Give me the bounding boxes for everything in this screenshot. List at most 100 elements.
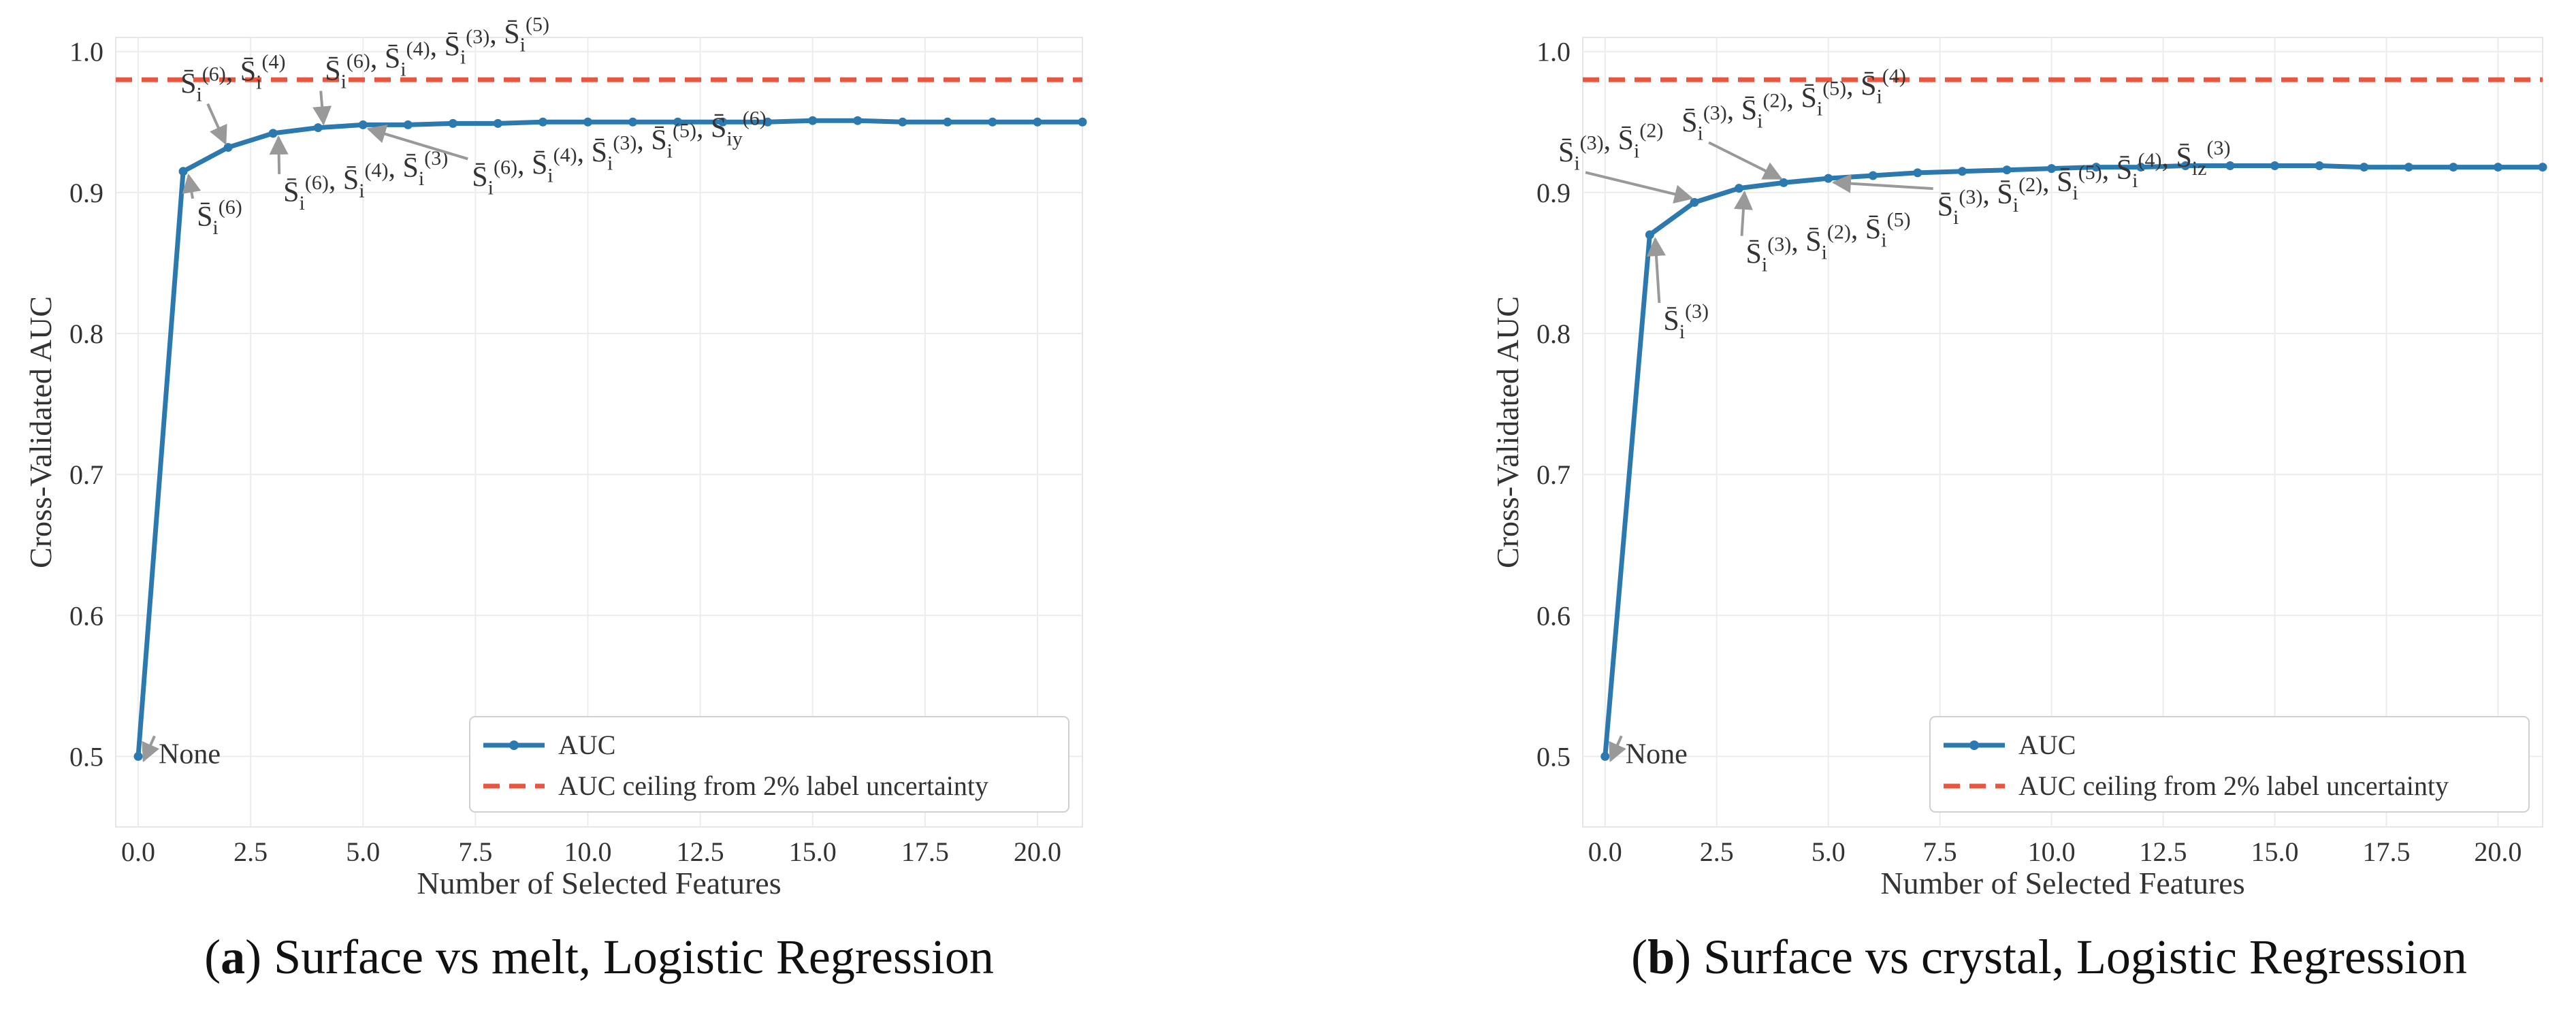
x-tick-label: 7.5 [458, 836, 492, 867]
legend-auc-marker [1969, 740, 1979, 750]
annotation-arrow [1585, 171, 1694, 203]
x-tick-label: 17.5 [901, 836, 949, 867]
x-tick-label: 12.5 [2140, 836, 2187, 867]
y-axis-label: Cross-Validated AUC [1490, 296, 1525, 568]
y-tick-label: 0.9 [1536, 178, 1571, 208]
annotation-arrow [1733, 190, 1753, 236]
annotation-label: None [1626, 738, 1688, 770]
auc-point [1779, 178, 1788, 187]
y-tick-label: 0.8 [69, 319, 103, 349]
auc-point [1824, 174, 1833, 183]
legend-box [469, 716, 1069, 813]
annotation-label: S̄i(6) [197, 196, 242, 239]
y-tick-label: 0.9 [69, 178, 103, 208]
annotation-label: S̄i(6), S̄i(4), S̄i(3) [283, 147, 448, 214]
auc-point [673, 117, 683, 127]
x-axis-label: Number of Selected Features [1880, 866, 2244, 900]
auc-point [718, 117, 728, 127]
x-tick-label: 15.0 [789, 836, 837, 867]
annotation-arrow [1708, 141, 1783, 180]
auc-point [2449, 163, 2458, 172]
x-tick-label: 20.0 [2474, 836, 2522, 867]
auc-point [988, 117, 997, 127]
auc-point [628, 117, 638, 127]
annotation-label: S̄i(3), S̄i(2), S̄i(5) [1746, 209, 1911, 276]
annotation-arrow [1647, 237, 1666, 304]
y-tick-label: 0.7 [69, 459, 103, 490]
auc-point [1868, 171, 1878, 180]
annotation-label: S̄i(6), S̄i(4), S̄i(3), S̄i(5), S̄iy(6) [472, 107, 766, 199]
x-tick-label: 0.0 [121, 836, 155, 867]
auc-point [313, 123, 323, 133]
auc-point [133, 751, 143, 761]
y-tick-label: 0.5 [1536, 741, 1571, 772]
x-tick-label: 2.5 [1700, 836, 1734, 867]
y-tick-label: 0.5 [69, 741, 103, 772]
auc-point [2404, 163, 2413, 172]
auc-point [1078, 117, 1087, 127]
annotation-arrow [1831, 174, 1933, 193]
auc-point [898, 117, 907, 127]
auc-point [763, 117, 773, 127]
x-tick-label: 20.0 [1014, 836, 1061, 867]
auc-point [2538, 163, 2547, 172]
panel-caption: (a) Surface vs melt, Logistic Regression [204, 930, 994, 984]
legend-ceiling-label: AUC ceiling from 2% label uncertainty [558, 770, 988, 801]
annotation-label: None [159, 738, 221, 770]
annotation-arrow [1609, 735, 1626, 762]
auc-point [1645, 230, 1654, 240]
auc-point [2047, 164, 2057, 174]
auc-point [223, 143, 233, 152]
auc-point [1735, 184, 1744, 193]
annotation-label: S̄i(3), S̄i(2), S̄i(5), S̄i(4), S̄iz(3) [1937, 137, 2231, 229]
auc-point [943, 117, 952, 127]
auc-point [2180, 161, 2190, 170]
y-tick-label: 0.6 [69, 600, 103, 631]
auc-point [583, 117, 592, 127]
annotation-label: S̄i(3), S̄i(2) [1558, 119, 1663, 174]
auc-point [403, 120, 413, 129]
annotation-arrow [312, 91, 332, 126]
auc-point [448, 118, 457, 128]
auc-point [493, 118, 502, 128]
annotation-arrow [142, 735, 160, 762]
y-tick-label: 0.7 [1536, 459, 1571, 490]
x-tick-label: 15.0 [2251, 836, 2299, 867]
annotation-label: S̄i(3), S̄i(2), S̄i(5), S̄i(4) [1681, 65, 1906, 144]
auc-point [1600, 751, 1610, 761]
auc-point [268, 129, 278, 138]
legend-auc-label: AUC [558, 730, 615, 760]
x-tick-label: 17.5 [2362, 836, 2410, 867]
annotation-arrow [366, 125, 468, 161]
x-tick-label: 10.0 [2028, 836, 2076, 867]
auc-point [2136, 163, 2146, 172]
y-axis-label: Cross-Validated AUC [23, 296, 58, 568]
annotation-label: S̄i(6), S̄i(4) [180, 51, 285, 106]
auc-point [2091, 163, 2101, 172]
auc-line [135, 118, 1082, 757]
auc-point [538, 117, 547, 127]
panel-b: 0.0 2.5 5.0 7.5 10.0 12.5 15.0 17.5 20.0 0.5 0.6 0.… [1490, 37, 2547, 984]
x-tick-label: 0.0 [1588, 836, 1622, 867]
y-tick-label: 0.6 [1536, 600, 1571, 631]
annotation-label: S̄i(3) [1663, 300, 1709, 343]
auc-point [1033, 117, 1042, 127]
panel-caption: (b) Surface vs crystal, Logistic Regress… [1631, 930, 2467, 984]
auc-point [853, 116, 863, 125]
auc-point [2315, 161, 2324, 170]
x-tick-label: 7.5 [1923, 836, 1957, 867]
annotation-arrow [269, 135, 289, 174]
x-tick-label: 12.5 [677, 836, 724, 867]
auc-point [178, 167, 188, 176]
plot-area [115, 37, 1083, 828]
auc-point [1957, 167, 1967, 176]
auc-point [1913, 168, 1922, 178]
panel-a: 0.0 2.5 5.0 7.5 10.0 12.5 15.0 17.5 20.0 0.5 0.6 0.… [23, 14, 1087, 984]
annotation-arrow [206, 103, 227, 146]
x-axis-label: Number of Selected Features [417, 866, 781, 900]
legend-auc-label: AUC [2018, 730, 2076, 760]
auc-point [2493, 163, 2502, 172]
auc-point [808, 116, 818, 125]
legend-box [1929, 716, 2530, 813]
